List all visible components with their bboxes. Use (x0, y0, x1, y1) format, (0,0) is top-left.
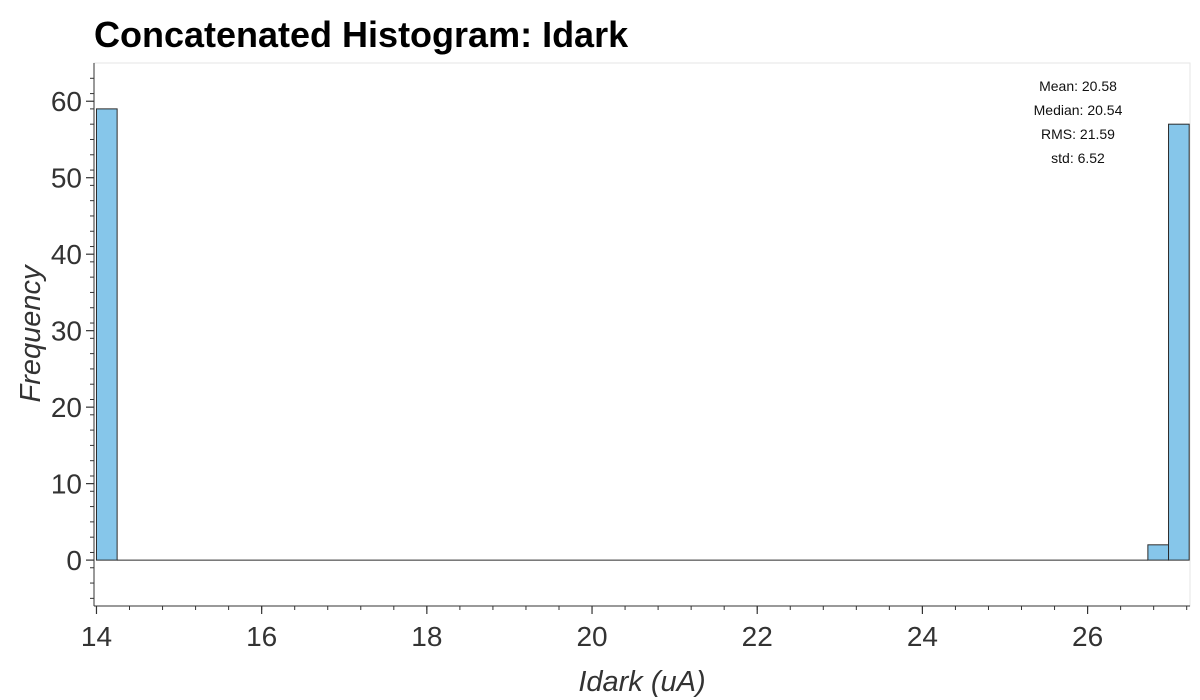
stats-box: Mean: 20.58 Median: 20.54 RMS: 21.59 std: 6… (1034, 78, 1123, 166)
chart-title: Concatenated Histogram: Idark (94, 14, 629, 55)
axes-layer: 0 10 20 30 40 50 60 14 16 18 20 22 24 26 (51, 63, 1190, 652)
histogram-bar (1168, 123, 1190, 561)
x-tick-label: 22 (742, 621, 773, 652)
histogram-bar (1147, 544, 1170, 561)
y-tick-label: 60 (51, 86, 82, 117)
stats-line: Median: 20.54 (1034, 102, 1123, 118)
y-tick-label: 10 (51, 469, 82, 500)
y-tick-label: 30 (51, 316, 82, 347)
histogram-bar (95, 108, 118, 561)
x-tick-label: 26 (1072, 621, 1103, 652)
x-axis-label: Idark (uA) (578, 666, 705, 698)
x-tick-label: 24 (907, 621, 938, 652)
stats-line: RMS: 21.59 (1041, 126, 1115, 142)
y-tick-label: 0 (66, 545, 82, 576)
x-tick-label: 18 (411, 621, 442, 652)
x-tick-label: 14 (81, 621, 112, 652)
y-tick-label: 40 (51, 239, 82, 270)
bars-layer (95, 108, 1190, 561)
y-tick-label: 50 (51, 163, 82, 194)
y-tick-label: 20 (51, 392, 82, 423)
x-tick-label: 20 (576, 621, 607, 652)
stats-line: std: 6.52 (1051, 150, 1105, 166)
plot-area (93, 62, 1191, 607)
stats-line: Mean: 20.58 (1039, 78, 1117, 94)
x-tick-label: 16 (246, 621, 277, 652)
y-axis-label: Frequency (15, 264, 47, 403)
